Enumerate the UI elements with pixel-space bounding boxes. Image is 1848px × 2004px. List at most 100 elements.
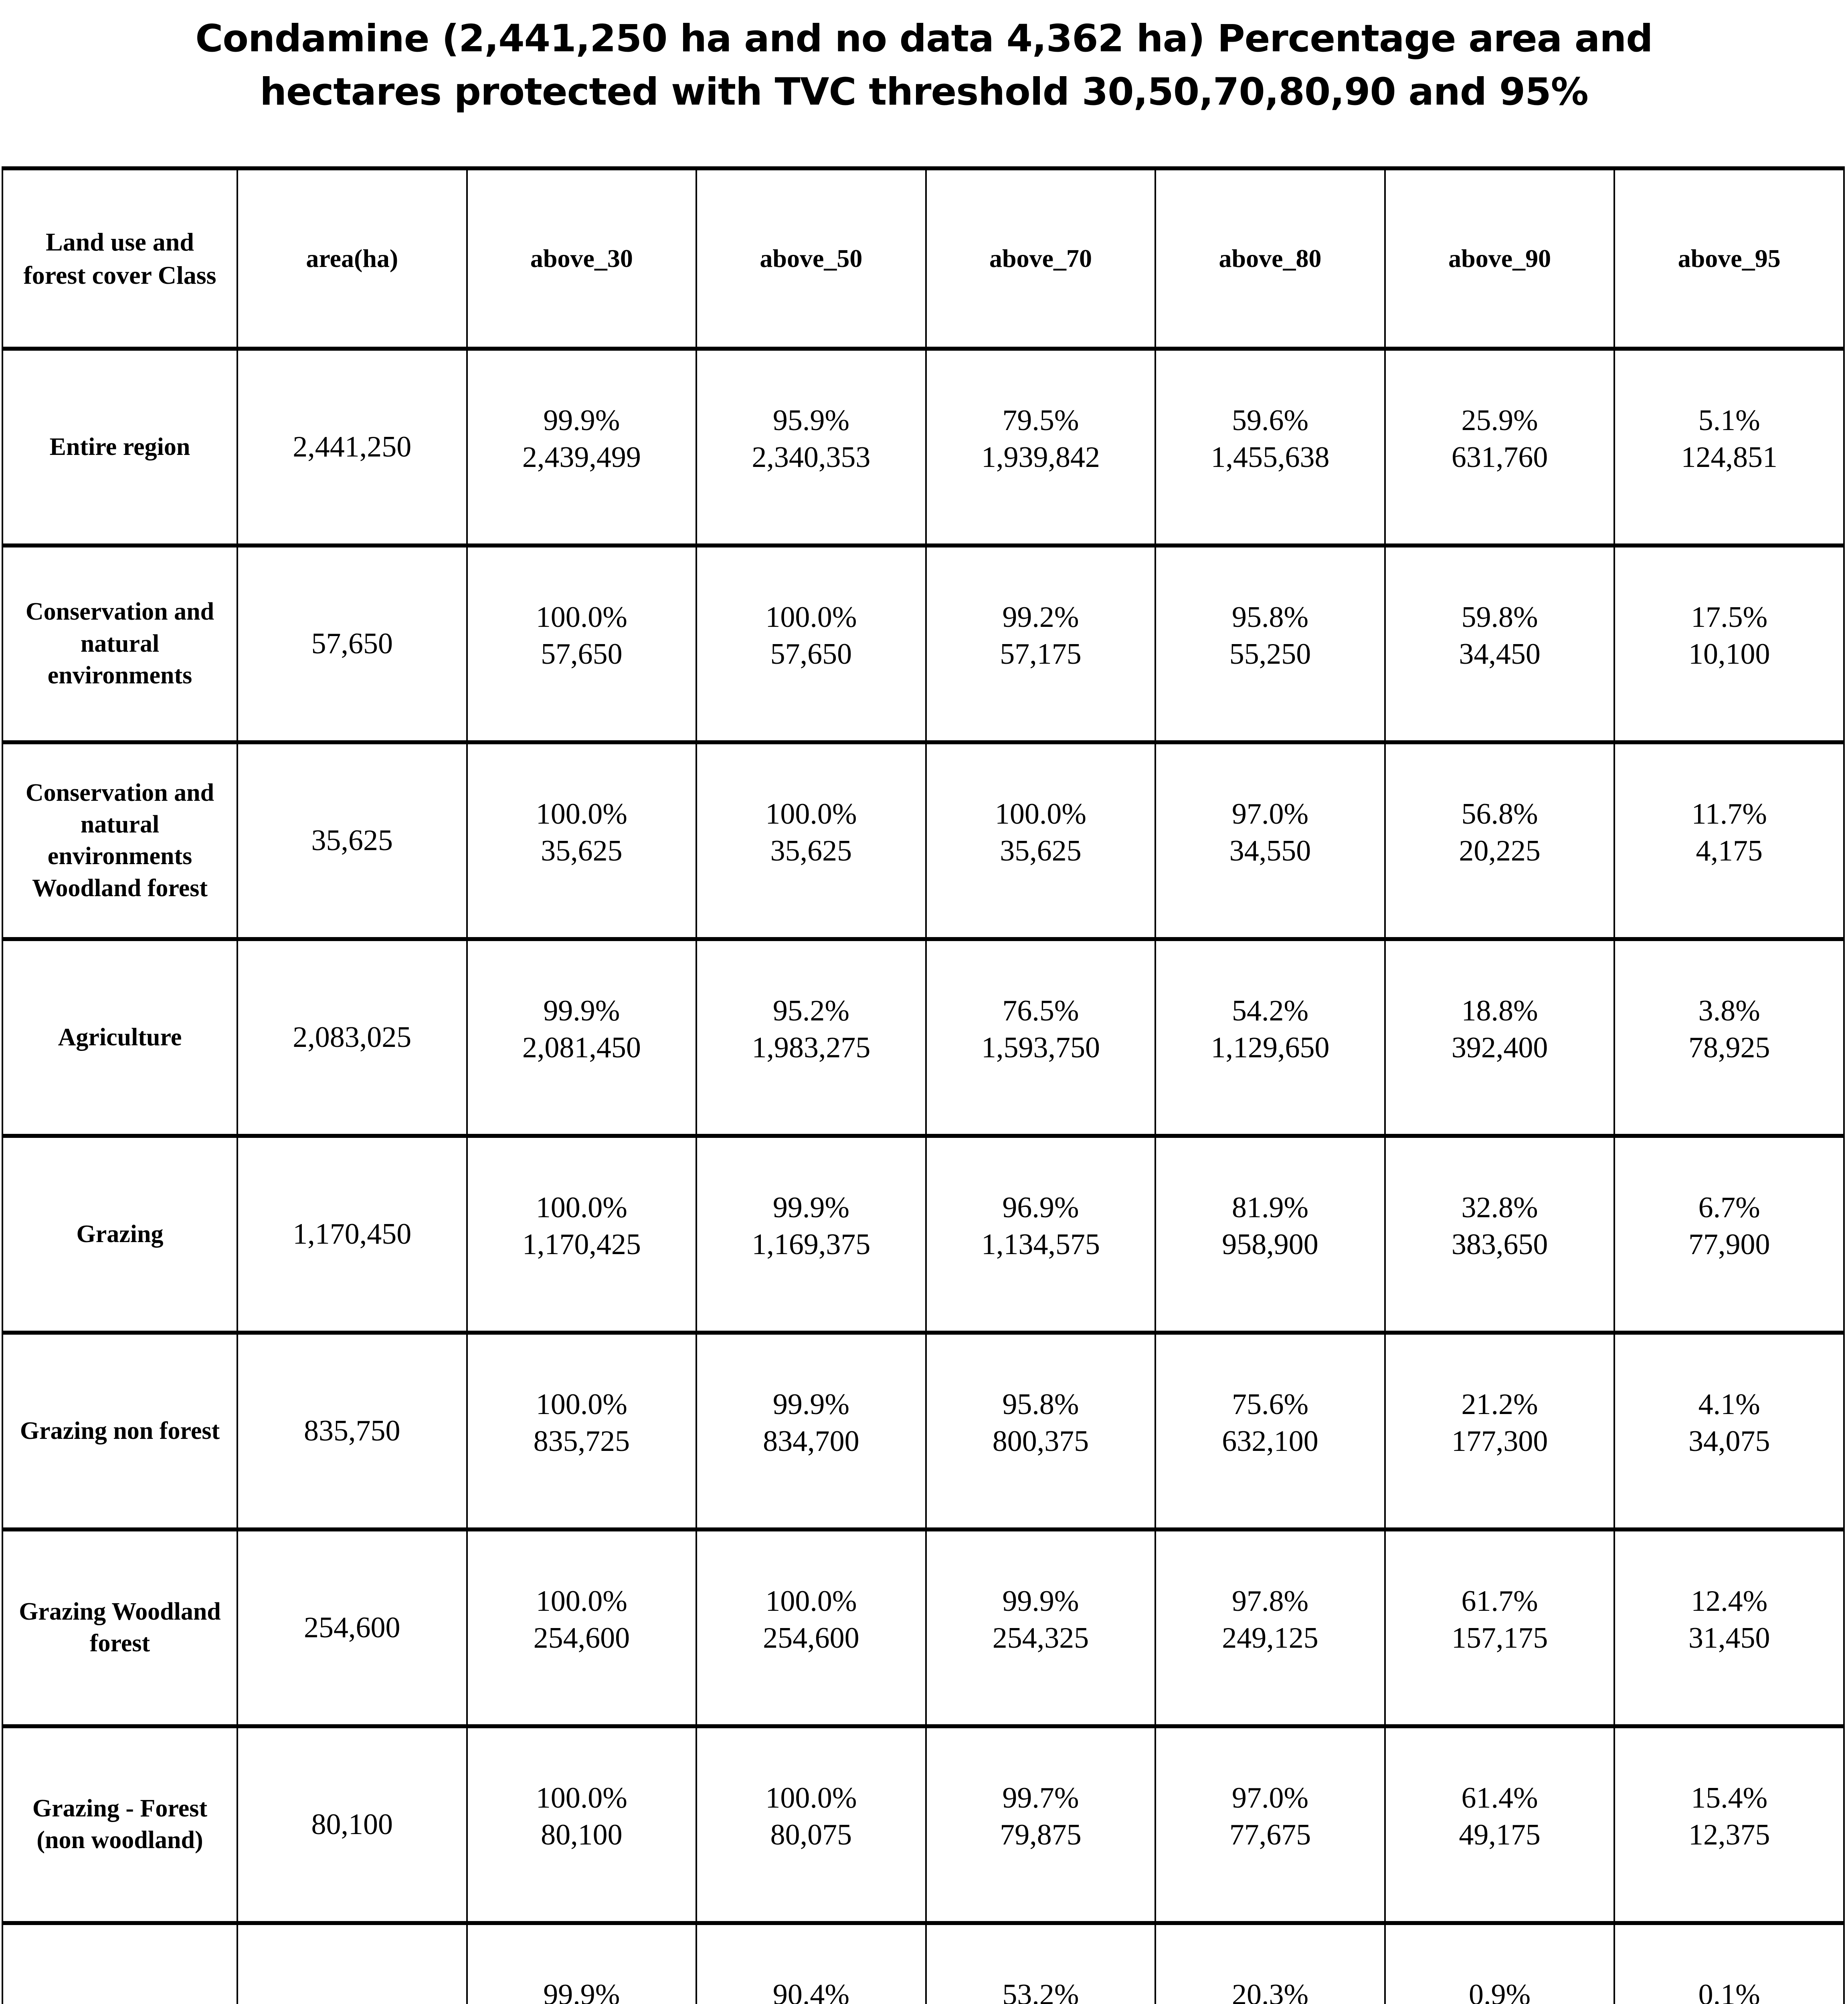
value-cell: 61.4% 49,175 bbox=[1384, 1724, 1615, 1925]
hectares-value: 57,650 bbox=[770, 637, 852, 671]
hectares-value: 80,075 bbox=[770, 1818, 852, 1851]
value-cell: 99.9% 2,081,450 bbox=[466, 937, 698, 1138]
value-cell: 99.9% 834,700 bbox=[696, 1330, 927, 1531]
hectares-value: 254,600 bbox=[763, 1621, 859, 1655]
hectares-value: 49,175 bbox=[1459, 1818, 1541, 1851]
value-cell: 100.0% 57,650 bbox=[466, 543, 698, 744]
percent-value: 59.8% bbox=[1461, 601, 1538, 634]
percent-value: 20.3% bbox=[1231, 1978, 1309, 2004]
hectares-value: 383,650 bbox=[1451, 1228, 1548, 1261]
value-cell: 54.2% 1,129,650 bbox=[1154, 937, 1386, 1138]
class-label-cell: Cropping bbox=[2, 1921, 238, 2004]
area-cell: 752,325 bbox=[237, 1921, 468, 2004]
value-cell: 20.3%152,450 bbox=[1154, 1921, 1386, 2004]
value-cell: 99.9% 254,325 bbox=[925, 1527, 1157, 1728]
table-row: Grazing non forest 835,750 100.0% 835,725 99… bbox=[2, 1330, 1845, 1531]
percent-value: 53.2% bbox=[1002, 1978, 1079, 2004]
value-cell: 100.0% 35,625 bbox=[696, 740, 927, 941]
percent-value: 18.8% bbox=[1461, 994, 1538, 1028]
percent-value: 100.0% bbox=[765, 601, 857, 634]
value-cell: 99.9% 1,169,375 bbox=[696, 1133, 927, 1335]
hectares-value: 157,175 bbox=[1451, 1621, 1548, 1655]
value-cell: 100.0% 80,075 bbox=[696, 1724, 927, 1925]
percent-value: 81.9% bbox=[1231, 1191, 1309, 1224]
column-header: above_30 bbox=[466, 166, 698, 351]
percent-value: 61.4% bbox=[1461, 1782, 1538, 1815]
hectares-value: 2,439,499 bbox=[522, 440, 641, 474]
value-cell: 0.9%7,000 bbox=[1384, 1921, 1615, 2004]
hectares-value: 1,939,842 bbox=[981, 440, 1100, 474]
percent-value: 100.0% bbox=[536, 1388, 627, 1421]
value-cell: 17.5% 10,100 bbox=[1613, 543, 1845, 744]
value-cell: 25.9% 631,760 bbox=[1384, 346, 1615, 547]
value-cell: 59.8% 34,450 bbox=[1384, 543, 1615, 744]
percent-value: 100.0% bbox=[536, 1191, 627, 1224]
hectares-value: 632,100 bbox=[1222, 1424, 1318, 1458]
percent-value: 99.9% bbox=[543, 994, 620, 1028]
area-cell: 2,441,250 bbox=[237, 346, 468, 547]
value-cell: 100.0% 835,725 bbox=[466, 1330, 698, 1531]
column-header: above_95 bbox=[1613, 166, 1845, 351]
page-title: Condamine (2,441,250 ha and no data 4,36… bbox=[195, 17, 1653, 114]
table-row: Entire region 2,441,250 99.9% 2,439,499 95.9… bbox=[2, 346, 1845, 547]
percent-value: 95.9% bbox=[772, 404, 849, 437]
class-label-cell: Grazing bbox=[2, 1133, 238, 1335]
table-row: Grazing 1,170,450 100.0% 1,170,425 99.9% 1,16… bbox=[2, 1133, 1845, 1335]
hectares-value: 35,625 bbox=[1000, 834, 1082, 867]
percent-value: 75.6% bbox=[1231, 1388, 1309, 1421]
column-header-class: Land use and forest cover Class bbox=[2, 166, 238, 351]
hectares-value: 1,593,750 bbox=[981, 1031, 1100, 1064]
hectares-value: 78,925 bbox=[1688, 1031, 1770, 1064]
value-cell: 18.8% 392,400 bbox=[1384, 937, 1615, 1138]
hectares-value: 834,700 bbox=[763, 1424, 859, 1458]
percent-value: 6.7% bbox=[1698, 1191, 1760, 1224]
hectares-value: 1,129,650 bbox=[1211, 1031, 1330, 1064]
hectares-value: 35,625 bbox=[770, 834, 852, 867]
hectares-value: 79,875 bbox=[1000, 1818, 1082, 1851]
value-cell: 81.9% 958,900 bbox=[1154, 1133, 1386, 1335]
table-row: Conservation and natural environments 57,… bbox=[2, 543, 1845, 744]
class-label-cell: Grazing non forest bbox=[2, 1330, 238, 1531]
percent-value: 95.2% bbox=[772, 994, 849, 1028]
percent-value: 99.9% bbox=[772, 1388, 849, 1421]
value-cell: 99.9%751,450 bbox=[466, 1921, 698, 2004]
value-cell: 100.0% 35,625 bbox=[466, 740, 698, 941]
area-cell: 835,750 bbox=[237, 1330, 468, 1531]
hectares-value: 31,450 bbox=[1688, 1621, 1770, 1655]
percent-value: 5.1% bbox=[1698, 404, 1760, 437]
column-header: above_50 bbox=[696, 166, 927, 351]
tvc-threshold-table: Land use and forest cover Class area(ha) a… bbox=[2, 166, 1845, 2004]
hectares-value: 958,900 bbox=[1222, 1228, 1318, 1261]
hectares-value: 254,600 bbox=[533, 1621, 630, 1655]
value-cell: 6.7% 77,900 bbox=[1613, 1133, 1845, 1335]
value-cell: 100.0% 57,650 bbox=[696, 543, 927, 744]
hectares-value: 35,625 bbox=[541, 834, 623, 867]
table-row: Grazing Woodland forest 254,600 100.0% 254,… bbox=[2, 1527, 1845, 1728]
hectares-value: 20,225 bbox=[1459, 834, 1541, 867]
value-cell: 0.1%700 bbox=[1613, 1921, 1845, 2004]
hectares-value: 1,169,375 bbox=[752, 1228, 871, 1261]
value-cell: 95.8% 800,375 bbox=[925, 1330, 1157, 1531]
percent-value: 59.6% bbox=[1231, 404, 1309, 437]
hectares-value: 80,100 bbox=[541, 1818, 623, 1851]
table-row: Cropping752,32599.9%751,45090.4%679,9005… bbox=[2, 1921, 1845, 2004]
percent-value: 21.2% bbox=[1461, 1388, 1538, 1421]
value-cell: 96.9% 1,134,575 bbox=[925, 1133, 1157, 1335]
hectares-value: 1,983,275 bbox=[752, 1031, 871, 1064]
percent-value: 96.9% bbox=[1002, 1191, 1079, 1224]
class-label-cell: Conservation and natural environments Wo… bbox=[2, 740, 238, 941]
percent-value: 100.0% bbox=[536, 1585, 627, 1618]
column-header: above_90 bbox=[1384, 166, 1615, 351]
value-cell: 97.8% 249,125 bbox=[1154, 1527, 1386, 1728]
column-header: above_70 bbox=[925, 166, 1157, 351]
hectares-value: 77,675 bbox=[1229, 1818, 1311, 1851]
value-cell: 95.2% 1,983,275 bbox=[696, 937, 927, 1138]
hectares-value: 34,450 bbox=[1459, 637, 1541, 671]
percent-value: 99.2% bbox=[1002, 601, 1079, 634]
hectares-value: 12,375 bbox=[1688, 1818, 1770, 1851]
value-cell: 97.0% 77,675 bbox=[1154, 1724, 1386, 1925]
hectares-value: 254,325 bbox=[992, 1621, 1089, 1655]
hectares-value: 835,725 bbox=[533, 1424, 630, 1458]
value-cell: 15.4% 12,375 bbox=[1613, 1724, 1845, 1925]
table-row: Agriculture 2,083,025 99.9% 2,081,450 95.2% 1… bbox=[2, 937, 1845, 1138]
